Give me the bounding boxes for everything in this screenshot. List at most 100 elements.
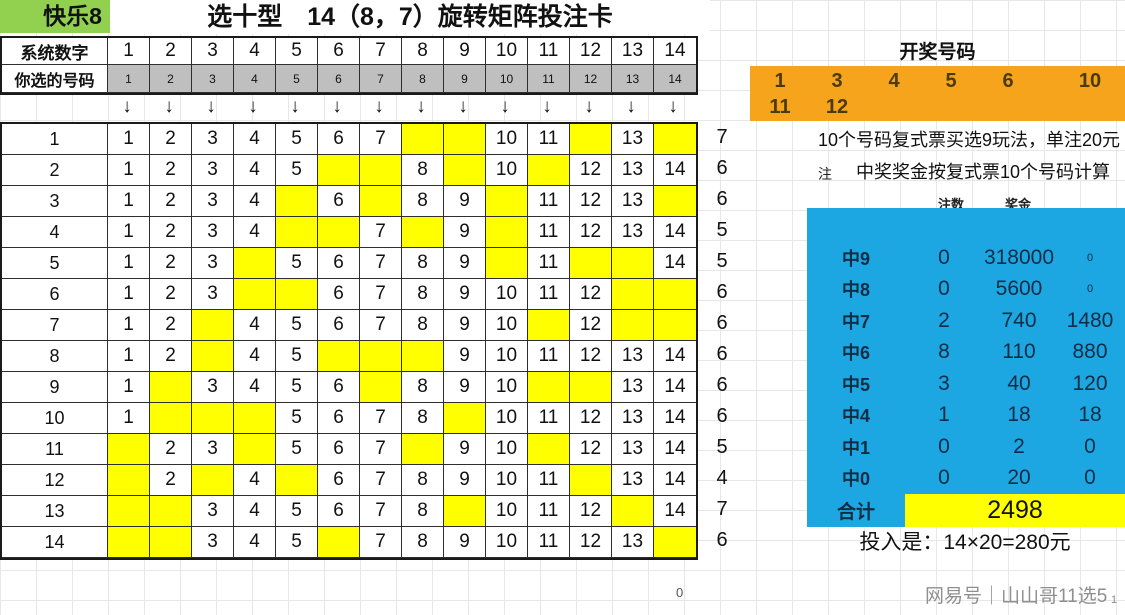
matrix-cell: 10: [486, 403, 528, 434]
matrix-cell-empty: [360, 186, 402, 217]
matrix-row-label: 14: [2, 527, 108, 558]
matrix-cell-empty: [612, 496, 654, 527]
matrix-cell: 9: [444, 186, 486, 217]
matrix-cell-empty: [108, 465, 150, 496]
matrix-cell: 3: [192, 496, 234, 527]
matrix-cell: 2: [150, 248, 192, 279]
system-number-cell: 7: [360, 38, 402, 65]
matrix-cell: 2: [150, 310, 192, 341]
matrix-cell: 2: [150, 341, 192, 372]
matrix-cell: 11: [528, 217, 570, 248]
prize-bets-value: 3: [938, 371, 950, 395]
down-arrow-icon: ↓: [626, 95, 636, 117]
prize-bets-value: 0: [938, 466, 950, 490]
matrix-cell-empty: [444, 403, 486, 434]
matrix-cell: 12: [570, 155, 612, 186]
matrix-cell: 11: [528, 341, 570, 372]
matrix-cell: 2: [150, 465, 192, 496]
matrix-cell: 11: [528, 403, 570, 434]
draw-numbers-block: 1 3 4 5 6 10 11 12: [750, 66, 1125, 121]
prize-bets-value: 0: [938, 277, 950, 301]
down-arrow-icon: ↓: [122, 95, 132, 117]
chosen-number-cell: 2: [150, 65, 192, 93]
matrix-cell: 10: [486, 341, 528, 372]
matrix-cell-empty: [402, 217, 444, 248]
down-arrow-icon: ↓: [500, 95, 510, 117]
matrix-cell: 12: [570, 310, 612, 341]
matrix-cell: 5: [276, 124, 318, 155]
matrix-cell-empty: [150, 372, 192, 403]
matrix-cell: 8: [402, 527, 444, 558]
total-value: 2498: [905, 494, 1125, 527]
prize-amount-value: 740: [1001, 308, 1037, 332]
matrix-cell: 6: [318, 279, 360, 310]
matrix-cell-empty: [108, 434, 150, 465]
matrix-cell: 4: [234, 124, 276, 155]
hit-count: 5: [716, 436, 728, 458]
matrix-cell-empty: [570, 248, 612, 279]
draw-number: 1: [774, 70, 786, 92]
down-arrow-icon: ↓: [290, 95, 300, 117]
matrix-row-label: 12: [2, 465, 108, 496]
header-table: 系统数字 1 2 3 4 5 6 7 8 9 10 11 12 13 14 你选的号码 1 2 3 4 5 6 7 8 9 10 1…: [0, 36, 698, 95]
matrix-cell-empty: [360, 341, 402, 372]
total-label: 合计: [836, 502, 875, 523]
prize-payout-value: 18: [1078, 403, 1102, 427]
draw-number: 12: [825, 96, 849, 118]
matrix-cell: 5: [276, 372, 318, 403]
matrix-cell: 6: [318, 186, 360, 217]
matrix-cell: 4: [234, 186, 276, 217]
chosen-number-cell: 10: [486, 65, 528, 93]
note-prefix: 注: [818, 166, 832, 182]
matrix-cell-empty: [612, 310, 654, 341]
matrix-cell: 7: [360, 434, 402, 465]
matrix-cell: 3: [192, 186, 234, 217]
prize-row-label: 中5: [841, 374, 870, 395]
prize-table: 中9 0 318000 0 中8 0 5600 0 中7 2 740 1480 中6 8 110 880 中5 3…: [807, 208, 1125, 527]
prize-payout-value: 0: [1086, 283, 1094, 296]
chosen-number-cell: 11: [528, 65, 570, 93]
matrix-cell: 6: [318, 465, 360, 496]
down-arrow-icon: ↓: [416, 95, 426, 117]
matrix-cell: 9: [444, 279, 486, 310]
matrix-cell: 5: [276, 341, 318, 372]
matrix-cell: 14: [654, 372, 696, 403]
matrix-cell: 14: [654, 155, 696, 186]
matrix-cell: 11: [528, 496, 570, 527]
matrix-cell: 14: [654, 465, 696, 496]
prize-row-label: 中0: [841, 469, 870, 490]
chosen-number-cell: 13: [612, 65, 654, 93]
matrix-cell-empty: [570, 465, 612, 496]
matrix-cell: 5: [276, 496, 318, 527]
matrix-row-label: 7: [2, 310, 108, 341]
prize-payout-value: 1480: [1066, 308, 1114, 332]
matrix-cell: 2: [150, 186, 192, 217]
prize-row-label: 中4: [841, 406, 870, 427]
prize-amount-value: 18: [1007, 403, 1031, 427]
matrix-cell: 9: [444, 341, 486, 372]
matrix-cell: 5: [276, 527, 318, 558]
system-number-cell: 3: [192, 38, 234, 65]
prize-spacer: [807, 208, 1125, 242]
page-number: 1: [1111, 594, 1118, 606]
hit-count: 6: [716, 405, 728, 427]
matrix-cell-empty: [486, 217, 528, 248]
draw-number: 6: [1002, 70, 1014, 92]
chosen-number-cell: 8: [402, 65, 444, 93]
down-arrow-icon: ↓: [248, 95, 258, 117]
matrix-cell: 12: [570, 217, 612, 248]
matrix-row-label: 5: [2, 248, 108, 279]
prize-amount-value: 20: [1007, 466, 1031, 490]
system-number-cell: 1: [108, 38, 150, 65]
matrix-cell-empty: [276, 465, 318, 496]
matrix-cell-empty: [486, 248, 528, 279]
matrix-cell: 2: [150, 155, 192, 186]
hit-count: 7: [716, 126, 728, 148]
down-arrow-icon: ↓: [458, 95, 468, 117]
matrix-cell: 13: [612, 341, 654, 372]
matrix-cell: 9: [444, 527, 486, 558]
down-arrow-icon: ↓: [206, 95, 216, 117]
matrix-cell-empty: [654, 186, 696, 217]
matrix-cell: 10: [486, 155, 528, 186]
down-arrow-icon: ↓: [164, 95, 174, 117]
